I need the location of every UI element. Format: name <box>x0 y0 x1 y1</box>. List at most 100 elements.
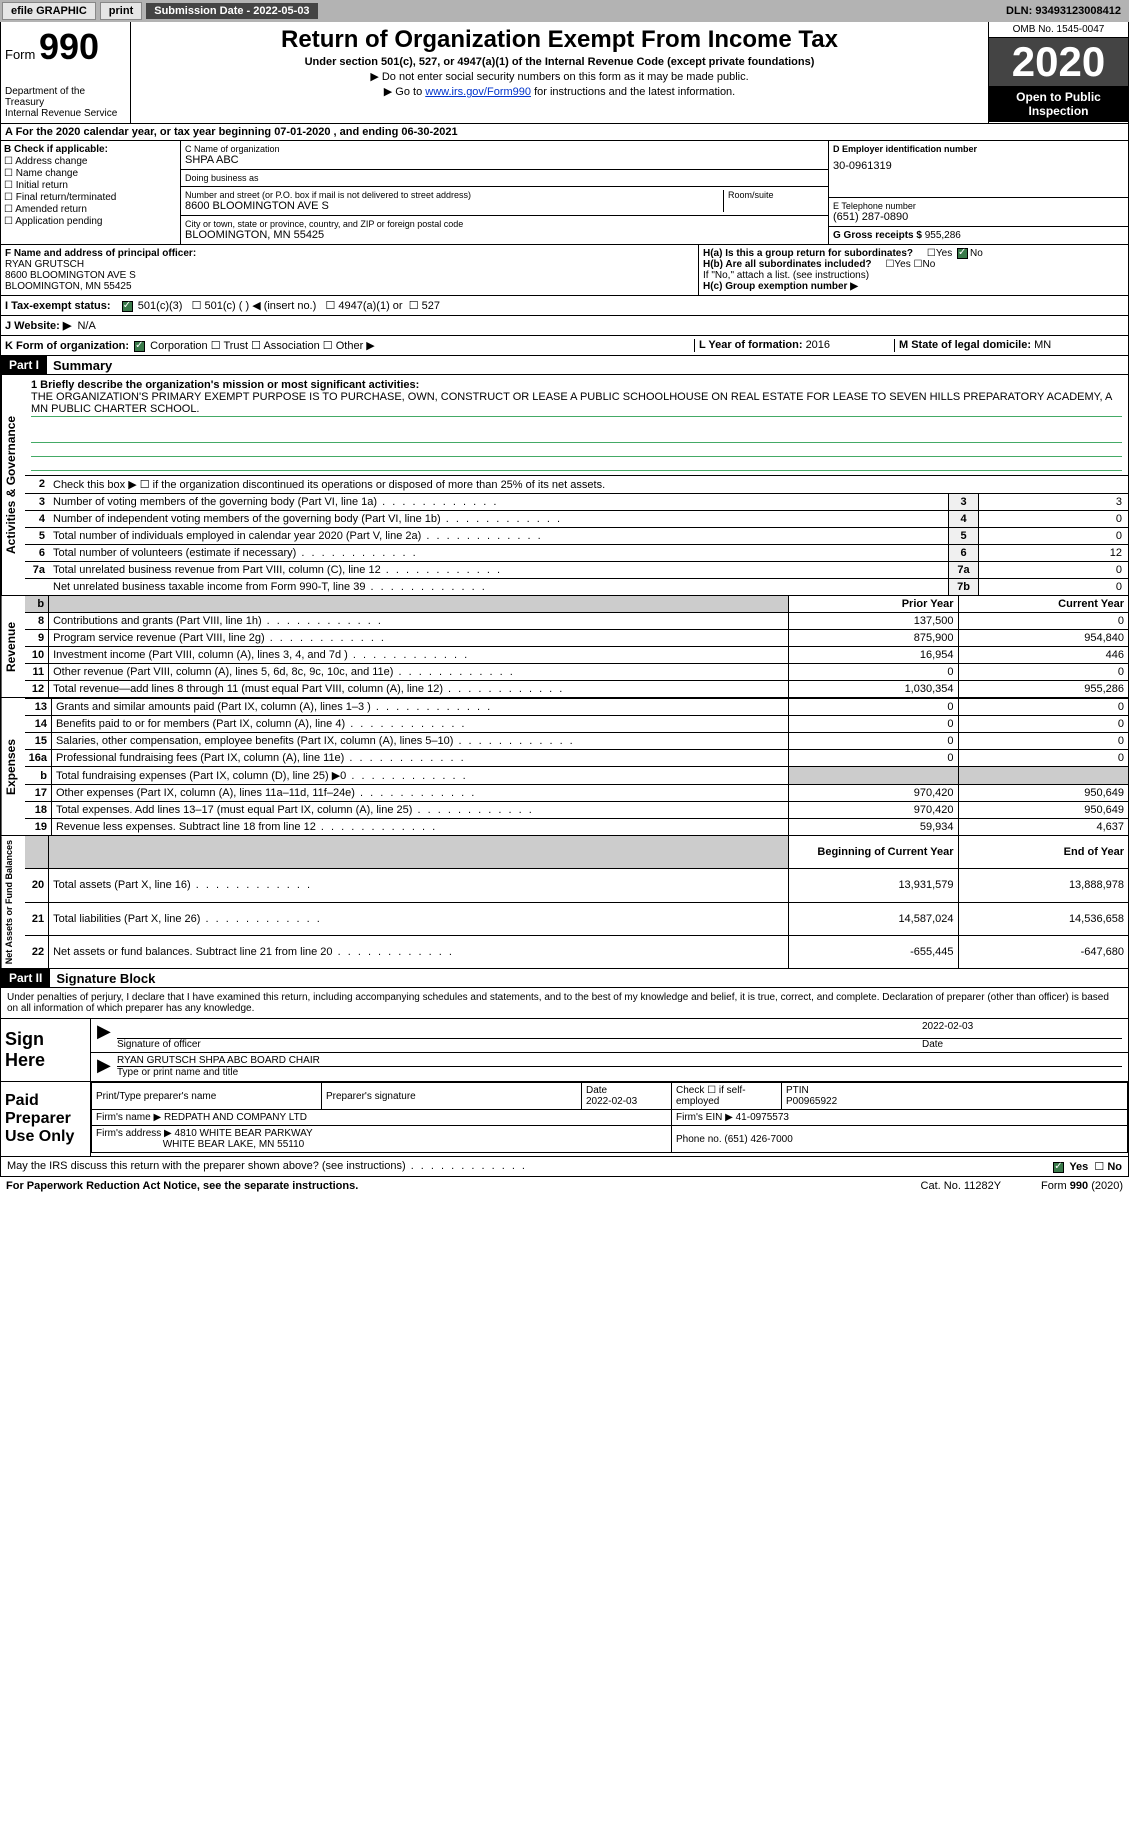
street-address: 8600 BLOOMINGTON AVE S <box>185 200 719 212</box>
year-formation: 2016 <box>806 339 830 351</box>
website-value: N/A <box>77 320 95 332</box>
table-row: 3Number of voting members of the governi… <box>25 494 1128 511</box>
part-1-header: Part I Summary <box>0 356 1129 375</box>
tax-exempt-status: I Tax-exempt status: 501(c)(3) ☐ 501(c) … <box>0 296 1129 316</box>
instructions-link[interactable]: www.irs.gov/Form990 <box>425 86 531 98</box>
box-deg: D Employer identification number 30-0961… <box>828 141 1128 244</box>
box-c: C Name of organization SHPA ABC Doing bu… <box>181 141 828 244</box>
line-klm: K Form of organization: Corporation ☐ Tr… <box>0 336 1129 356</box>
check-corporation[interactable] <box>134 341 145 352</box>
discuss-yes-check[interactable] <box>1053 1162 1064 1173</box>
revenue-table: b Prior Year Current Year 8Contributions… <box>25 596 1128 697</box>
note-1: ▶ Do not enter social security numbers o… <box>135 70 984 83</box>
box-f: F Name and address of principal officer:… <box>1 245 698 295</box>
efile-label: efile GRAPHIC <box>2 2 96 20</box>
check-application-pending[interactable]: ☐ Application pending <box>4 216 177 227</box>
table-row: bTotal fundraising expenses (Part IX, co… <box>25 767 1128 785</box>
expenses-table: 13Grants and similar amounts paid (Part … <box>25 698 1128 835</box>
check-name-change[interactable]: ☐ Name change <box>4 168 177 179</box>
gross-receipts: 955,286 <box>925 230 961 241</box>
form-header-right: OMB No. 1545-0047 2020 Open to Public In… <box>988 22 1128 123</box>
part-2-header: Part II Signature Block <box>0 969 1129 988</box>
net-assets-section: Net Assets or Fund Balances Beginning of… <box>0 836 1129 969</box>
table-row: 20Total assets (Part X, line 16)13,931,5… <box>25 869 1128 903</box>
table-row: 7aTotal unrelated business revenue from … <box>25 562 1128 579</box>
box-b: B Check if applicable: ☐ Address change … <box>1 141 181 244</box>
check-initial-return[interactable]: ☐ Initial return <box>4 180 177 191</box>
table-row: 17Other expenses (Part IX, column (A), l… <box>25 785 1128 802</box>
expenses-section: Expenses 13Grants and similar amounts pa… <box>0 698 1129 836</box>
org-name: SHPA ABC <box>185 154 824 166</box>
ha-no-check[interactable] <box>957 248 968 259</box>
discuss-row: May the IRS discuss this return with the… <box>0 1157 1129 1177</box>
arrow-icon: ▶ <box>97 1021 117 1050</box>
sig-date: 2022-02-03 <box>922 1021 1122 1039</box>
perjury-statement: Under penalties of perjury, I declare th… <box>1 988 1128 1019</box>
dln: DLN: 93493123008412 <box>1006 5 1127 17</box>
state-domicile: MN <box>1034 339 1051 351</box>
department: Department of the Treasury Internal Reve… <box>5 86 126 119</box>
table-row: 21Total liabilities (Part X, line 26)14,… <box>25 902 1128 936</box>
table-row: 15Salaries, other compensation, employee… <box>25 733 1128 750</box>
table-row: 14Benefits paid to or for members (Part … <box>25 716 1128 733</box>
section-bcdeg: B Check if applicable: ☐ Address change … <box>0 141 1129 245</box>
paid-preparer-label: Paid Preparer Use Only <box>1 1082 91 1156</box>
form-title: Return of Organization Exempt From Incom… <box>135 26 984 54</box>
table-row: 9Program service revenue (Part VIII, lin… <box>25 630 1128 647</box>
website-row: J Website: ▶ N/A <box>0 316 1129 336</box>
revenue-section: Revenue b Prior Year Current Year 8Contr… <box>0 596 1129 698</box>
cat-no: Cat. No. 11282Y <box>921 1180 1002 1192</box>
note-2: ▶ Go to www.irs.gov/Form990 for instruct… <box>135 85 984 98</box>
officer-print-name: RYAN GRUTSCH SHPA ABC BOARD CHAIR <box>117 1055 1122 1067</box>
top-bar: efile GRAPHIC print Submission Date - 20… <box>0 0 1129 22</box>
section-fh: F Name and address of principal officer:… <box>0 245 1129 296</box>
open-to-public: Open to Public Inspection <box>989 86 1128 122</box>
submission-date: Submission Date - 2022-05-03 <box>146 3 317 19</box>
firm-addr1: 4810 WHITE BEAR PARKWAY <box>175 1128 313 1139</box>
sign-here-label: Sign Here <box>1 1019 91 1081</box>
form-number: 990 <box>39 26 99 67</box>
table-row: 16aProfessional fundraising fees (Part I… <box>25 750 1128 767</box>
ein: 30-0961319 <box>833 160 1124 172</box>
arrow-icon: ▶ <box>97 1055 117 1078</box>
self-employed-check[interactable]: Check ☐ if self-employed <box>672 1083 782 1110</box>
city-state-zip: BLOOMINGTON, MN 55425 <box>185 229 824 241</box>
form-header-left: Form 990 Department of the Treasury Inte… <box>1 22 131 123</box>
box-h: H(a) Is this a group return for subordin… <box>698 245 1128 295</box>
print-button[interactable]: print <box>100 2 142 20</box>
form-header: Form 990 Department of the Treasury Inte… <box>0 22 1129 124</box>
check-amended-return[interactable]: ☐ Amended return <box>4 204 177 215</box>
table-row: 13Grants and similar amounts paid (Part … <box>25 699 1128 716</box>
paid-preparer-block: Paid Preparer Use Only Print/Type prepar… <box>0 1082 1129 1157</box>
signature-block: Under penalties of perjury, I declare th… <box>0 988 1129 1082</box>
check-address-change[interactable]: ☐ Address change <box>4 156 177 167</box>
page-footer: For Paperwork Reduction Act Notice, see … <box>0 1177 1129 1195</box>
table-row: 6Total number of volunteers (estimate if… <box>25 545 1128 562</box>
line-a: A For the 2020 calendar year, or tax yea… <box>0 124 1129 141</box>
omb-number: OMB No. 1545-0047 <box>989 22 1128 38</box>
table-row: 19Revenue less expenses. Subtract line 1… <box>25 819 1128 836</box>
firm-ein: 41-0975573 <box>736 1112 789 1123</box>
form-ref: Form 990 (2020) <box>1041 1180 1123 1192</box>
table-row: 8Contributions and grants (Part VIII, li… <box>25 613 1128 630</box>
table-row: 18Total expenses. Add lines 13–17 (must … <box>25 802 1128 819</box>
ptin: P00965922 <box>786 1096 837 1107</box>
mission-block: 1 Briefly describe the organization's mi… <box>25 375 1128 476</box>
check-501c3[interactable] <box>122 301 133 312</box>
room-suite-label: Room/suite <box>728 190 824 200</box>
firm-phone: (651) 426-7000 <box>724 1134 792 1145</box>
firm-name: REDPATH AND COMPANY LTD <box>164 1112 307 1123</box>
form-label: Form <box>5 47 35 62</box>
net-assets-table: Beginning of Current Year End of Year 20… <box>25 836 1128 968</box>
table-row: 12Total revenue—add lines 8 through 11 (… <box>25 681 1128 698</box>
check-final-return[interactable]: ☐ Final return/terminated <box>4 192 177 203</box>
preparer-table: Print/Type preparer's name Preparer's si… <box>91 1082 1128 1153</box>
dba-label: Doing business as <box>185 173 824 183</box>
table-row: 5Total number of individuals employed in… <box>25 528 1128 545</box>
row-2: 2 Check this box ▶ ☐ if the organization… <box>25 476 1128 494</box>
form-subtitle: Under section 501(c), 527, or 4947(a)(1)… <box>135 56 984 68</box>
tax-year: 2020 <box>989 38 1128 86</box>
form-header-mid: Return of Organization Exempt From Incom… <box>131 22 988 123</box>
mission-text: THE ORGANIZATION'S PRIMARY EXEMPT PURPOS… <box>31 391 1122 417</box>
table-row: Net unrelated business taxable income fr… <box>25 579 1128 595</box>
